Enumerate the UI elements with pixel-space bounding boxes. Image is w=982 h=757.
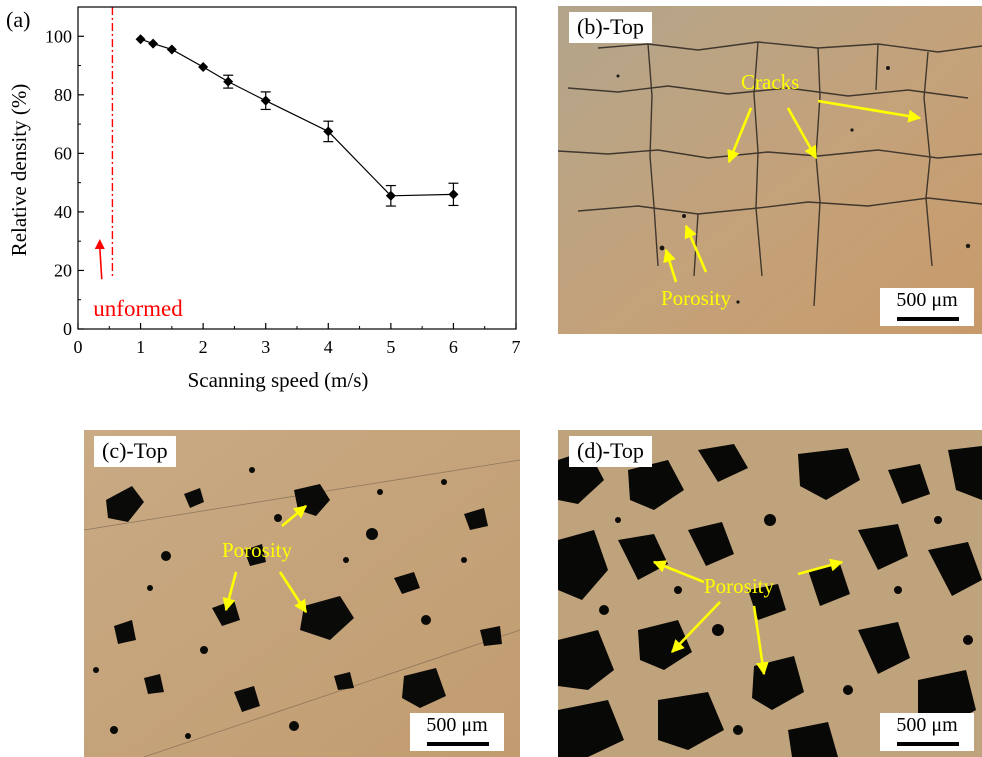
scale-bar-b-text: 500 μm [896,289,958,311]
panel-label-a: (a) [6,7,30,32]
scale-bar-d-text: 500 μm [896,714,958,736]
y-tick-label: 60 [54,143,72,163]
x-tick-label: 4 [324,337,333,357]
micrograph-b-image [558,6,982,334]
data-point [198,62,209,73]
scale-bar-d-line [897,742,959,746]
y-axis-label: Relative density (%) [7,84,31,257]
x-tick-label: 0 [74,337,83,357]
micrograph-d: (d)-Top Porosity 500 μm [558,430,982,757]
data-point [166,44,177,55]
data-point [260,95,271,106]
porosity-label-b: Porosity [661,286,732,310]
series-line [140,38,454,197]
y-tick-label: 80 [54,85,72,105]
scale-bar-c-text: 500 μm [426,714,488,736]
x-tick-label: 2 [199,337,208,357]
cracks-label-b: Cracks [741,70,800,94]
unformed-arrow-head [94,239,105,250]
scale-bar-d: 500 μm [880,713,974,751]
x-tick-label: 3 [261,337,270,357]
data-point [323,126,334,137]
x-tick-label: 5 [386,337,395,357]
data-point [385,190,396,201]
x-tick-label: 7 [512,337,521,357]
micrograph-b: (b)-Top Cracks Porosity 500 μm [558,6,982,334]
micrograph-c: (c)-Top Porosity 500 μm [84,430,520,757]
scale-bar-b-line [897,317,959,321]
data-point [223,76,234,87]
y-tick-label: 100 [45,26,72,46]
scale-bar-b: 500 μm [880,288,974,326]
data-point [448,189,459,200]
porosity-label-c: Porosity [222,538,293,562]
y-tick-label: 0 [63,319,72,339]
y-tick-label: 40 [54,202,72,222]
x-tick-label: 1 [136,337,145,357]
relative-density-chart: (a) Relative density (%) Scanning speed … [6,6,521,392]
x-tick-label: 6 [449,337,458,357]
unformed-arrow-shaft [98,246,103,280]
panel-label-b: (b)-Top [569,12,652,43]
data-point [135,34,146,45]
micrograph-d-image [558,430,982,757]
porosity-label-d: Porosity [704,574,775,598]
micrograph-c-image [84,430,520,757]
plot-frame [77,6,517,330]
x-axis-label: Scanning speed (m/s) [188,368,369,392]
scale-bar-c: 500 μm [410,713,504,751]
panel-label-d: (d)-Top [569,436,652,467]
y-tick-label: 20 [54,260,72,280]
data-point [148,38,159,49]
panel-label-c: (c)-Top [94,436,176,467]
scale-bar-c-line [427,742,489,746]
unformed-annotation: unformed [93,296,183,321]
